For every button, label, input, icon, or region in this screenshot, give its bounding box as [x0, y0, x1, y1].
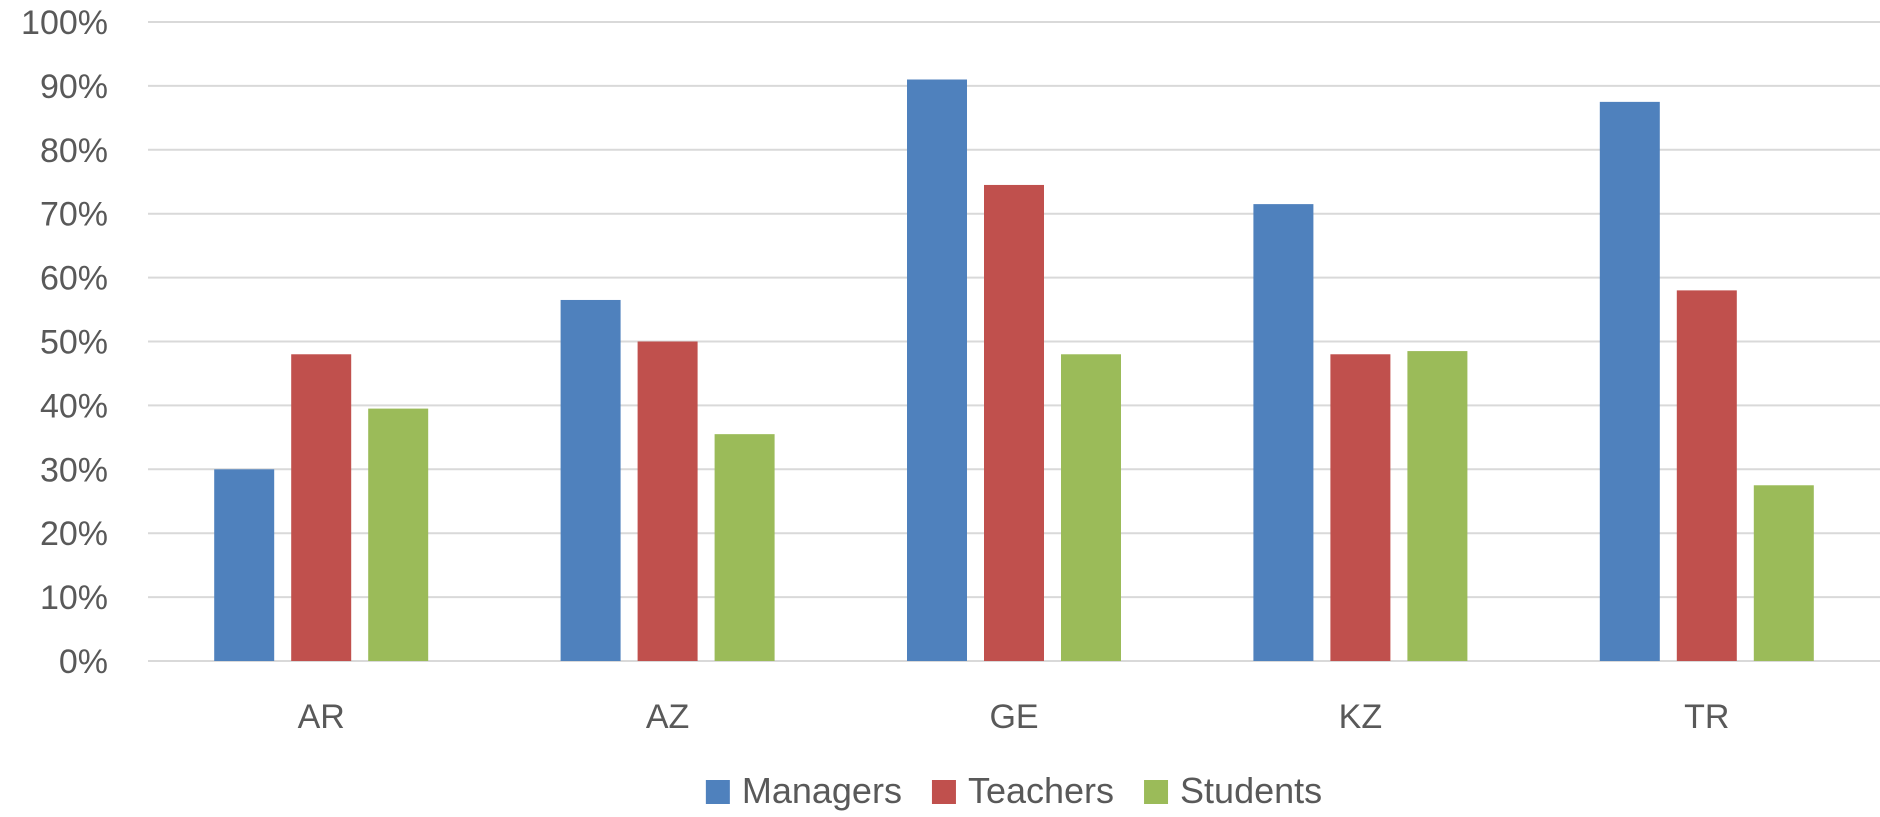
bar-managers-az	[560, 299, 621, 661]
legend-item-teachers: Teachers	[931, 770, 1114, 811]
y-axis-ticks: 0% 10% 20% 30% 40% 50% 60% 70% 80% 90% 100%	[21, 4, 108, 681]
x-category-label: TR	[1684, 698, 1729, 736]
y-tick-label: 70%	[40, 196, 108, 234]
bars	[214, 79, 1814, 662]
y-tick-label: 10%	[40, 579, 108, 617]
y-tick-label: 30%	[40, 451, 108, 489]
bar-managers-kz	[1253, 204, 1314, 662]
bar-students-ar	[368, 408, 429, 661]
bar-students-az	[714, 434, 775, 661]
y-tick-label: 20%	[40, 515, 108, 553]
bar-students-tr	[1753, 485, 1814, 661]
y-tick-label: 80%	[40, 132, 108, 170]
legend-item-managers: Managers	[705, 770, 902, 811]
legend: Managers Teachers Students	[705, 770, 1322, 811]
bar-teachers-az	[637, 341, 698, 661]
legend-label: Managers	[742, 770, 902, 811]
x-category-label: AZ	[646, 698, 689, 736]
bar-students-ge	[1061, 354, 1121, 661]
y-tick-label: 50%	[40, 324, 108, 362]
bar-students-kz	[1407, 351, 1468, 661]
legend-swatch	[705, 780, 730, 804]
legend-swatch	[1144, 780, 1169, 804]
y-tick-label: 90%	[40, 68, 108, 106]
legend-swatch	[931, 780, 956, 804]
bar-teachers-tr	[1676, 290, 1737, 661]
x-category-label: GE	[989, 698, 1038, 736]
x-axis-categories: AR AZ GE KZ TR	[298, 698, 1730, 736]
bar-teachers-ar	[291, 354, 352, 661]
bar-teachers-ge	[984, 184, 1044, 661]
bar-managers-ar	[214, 469, 275, 661]
y-tick-label: 0%	[59, 643, 108, 681]
y-tick-label: 60%	[40, 260, 108, 298]
bar-teachers-kz	[1330, 354, 1391, 661]
legend-item-students: Students	[1144, 770, 1322, 811]
legend-label: Teachers	[968, 770, 1114, 811]
x-category-label: KZ	[1339, 698, 1382, 736]
bar-managers-tr	[1599, 101, 1660, 661]
x-category-label: AR	[298, 698, 345, 736]
y-tick-label: 40%	[40, 387, 108, 425]
y-tick-label: 100%	[21, 4, 108, 42]
bar-managers-ge	[907, 79, 967, 661]
legend-label: Students	[1180, 770, 1322, 811]
